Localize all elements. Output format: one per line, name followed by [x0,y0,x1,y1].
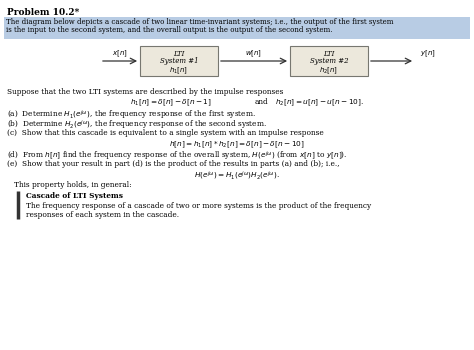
Text: (c)  Show that this cascade is equivalent to a single system with an impulse res: (c) Show that this cascade is equivalent… [7,129,324,137]
Text: $h_1[n]$: $h_1[n]$ [169,65,189,76]
Text: (b)  Determine $H_2(e^{j\omega})$, the frequency response of the second system.: (b) Determine $H_2(e^{j\omega})$, the fr… [7,119,267,132]
Text: (d)  From $h[n]$ find the frequency response of the overall system, $H(e^{j\omeg: (d) From $h[n]$ find the frequency respo… [7,150,347,163]
Text: and: and [255,98,269,106]
Bar [290,46,368,76]
Bar [140,46,218,76]
Text: $h_2[n] = u[n] - u[n-10]$.: $h_2[n] = u[n] - u[n-10]$. [275,98,364,108]
Text: System #2: System #2 [310,57,348,65]
Text: $x[n]$: $x[n]$ [112,49,128,59]
Text: Problem 10.2*: Problem 10.2* [7,8,79,17]
Text: Cascade of LTI Systems: Cascade of LTI Systems [26,192,123,200]
Text: Suppose that the two LTI systems are described by the impulse responses: Suppose that the two LTI systems are des… [7,88,283,96]
Text: The frequency response of a cascade of two or more systems is the product of the: The frequency response of a cascade of t… [26,202,371,210]
Text: This property holds, in general:: This property holds, in general: [14,181,132,189]
Text: (e)  Show that your result in part (d) is the product of the results in parts (a: (e) Show that your result in part (d) is… [7,160,340,168]
Text: (a)  Determine $H_1(e^{j\omega})$, the frequency response of the first system.: (a) Determine $H_1(e^{j\omega})$, the fr… [7,109,256,122]
Text: is the input to the second system, and the overall output is the output of the s: is the input to the second system, and t… [6,27,332,35]
Text: responses of each system in the cascade.: responses of each system in the cascade. [26,211,179,219]
Text: $y[n]$: $y[n]$ [420,49,436,59]
Text: $h_1[n] = \delta[n] - \delta[n-1]$: $h_1[n] = \delta[n] - \delta[n-1]$ [130,98,212,108]
Text: System #1: System #1 [160,57,198,65]
Text: $w[n]$: $w[n]$ [246,49,263,59]
Text: The diagram below depicts a cascade of two linear time-invariant systems; i.e., : The diagram below depicts a cascade of t… [6,19,393,27]
Text: $h_2[n]$: $h_2[n]$ [319,65,338,76]
Text: $h[n] = h_1[n] * h_2[n] = \delta[n] - \delta[n-10]$: $h[n] = h_1[n] * h_2[n] = \delta[n] - \d… [169,139,305,149]
Text: LTI: LTI [173,50,185,58]
Text: LTI: LTI [323,50,335,58]
Bar [4,17,470,39]
Text: $H(e^{j\omega}) = H_1(e^{j\omega})H_2(e^{j\omega})$.: $H(e^{j\omega}) = H_1(e^{j\omega})H_2(e^… [194,170,280,182]
